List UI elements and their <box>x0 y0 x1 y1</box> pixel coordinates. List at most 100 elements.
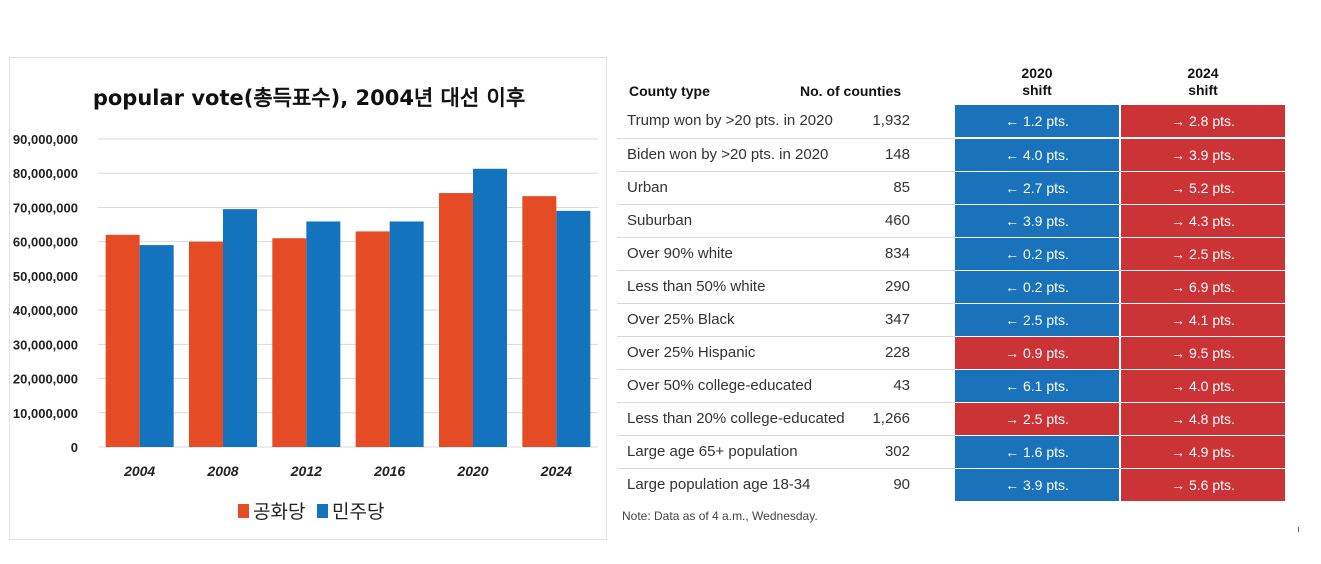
header-2024-label: shift <box>1188 82 1218 98</box>
table-row: Over 50% college-educated 43 ← 6.1 pts. → 4… <box>617 369 1285 402</box>
chart-canvas: popular vote(총득표수), 2004년 대선 이후 0 10,000,… <box>13 86 598 523</box>
header-2020-year: 2020 <box>1021 65 1053 81</box>
y-axis-ticks: 0 10,000,000 20,000,000 30,000,000 40,000,00… <box>13 132 78 455</box>
county-count-cell: 85 <box>893 179 910 196</box>
header-2020-shift: 2020 shift <box>955 65 1119 99</box>
shift-2020-cell: ← 3.9 pts. <box>955 204 1119 237</box>
bar-republican-2024 <box>522 196 557 447</box>
bar-democrat-2016 <box>389 221 424 447</box>
table-row: Biden won by >20 pts. in 2020 148 ← 4.0 pt… <box>617 138 1285 171</box>
county-type-cell: Trump won by >20 pts. in 2020 <box>627 112 833 129</box>
x-tick-label: 2016 <box>373 463 405 479</box>
county-type-cell: Less than 50% white <box>627 278 766 295</box>
shift-2020-cell: ← 0.2 pts. <box>955 237 1119 270</box>
bar-republican-2020 <box>439 193 473 447</box>
county-count-cell: 90 <box>893 476 910 493</box>
county-type-cell: Urban <box>627 179 668 196</box>
county-count-cell: 460 <box>884 212 910 229</box>
table-row: Large population age 18-34 90 ← 3.9 pts. → … <box>617 468 1285 501</box>
shift-2024-cell: → 9.5 pts. <box>1121 336 1285 369</box>
x-tick-label: 2020 <box>456 463 488 479</box>
county-shift-table: County type No. of counties 2020 shift 2… <box>617 57 1297 537</box>
x-axis-ticks: 2004 2008 2012 2016 2020 2024 <box>123 463 572 479</box>
county-type-cell: Large age 65+ population <box>627 443 798 460</box>
table-row: Less than 50% white 290 ← 0.2 pts. → 6.9 pt… <box>617 270 1285 303</box>
shift-2024-cell: → 4.8 pts. <box>1121 402 1285 435</box>
county-type-cell: Suburban <box>627 212 693 229</box>
table-row: Urban 85 ← 2.7 pts. → 5.2 pts. <box>617 171 1285 204</box>
shift-2020-cell: ← 3.9 pts. <box>955 468 1119 501</box>
county-count-cell: 302 <box>884 443 910 460</box>
shift-2024-cell: → 6.9 pts. <box>1121 270 1285 303</box>
y-tick-label: 90,000,000 <box>13 132 78 147</box>
shift-2024-cell: → 5.2 pts. <box>1121 171 1285 204</box>
bar-democrat-2012 <box>306 221 341 447</box>
table-row: Over 90% white 834 ← 0.2 pts. → 2.5 pts. <box>617 237 1285 270</box>
table-row: Suburban 460 ← 3.9 pts. → 4.3 pts. <box>617 204 1285 237</box>
shift-2024-cell: → 2.8 pts. <box>1121 104 1285 137</box>
y-tick-label: 70,000,000 <box>13 200 78 215</box>
edge-mark <box>1298 527 1299 532</box>
shift-2020-cell: ← 2.7 pts. <box>955 171 1119 204</box>
shift-2024-cell: → 2.5 pts. <box>1121 237 1285 270</box>
county-type-cell: Large population age 18-34 <box>627 476 811 493</box>
x-tick-label: 2024 <box>540 463 572 479</box>
bar-republican-2008 <box>189 241 223 447</box>
shift-2020-cell: ← 4.0 pts. <box>955 138 1119 171</box>
county-type-cell: Over 90% white <box>627 245 733 262</box>
county-count-cell: 1,266 <box>872 410 910 427</box>
county-count-cell: 834 <box>884 245 910 262</box>
county-count-cell: 43 <box>893 377 910 394</box>
header-2024-year: 2024 <box>1187 65 1219 81</box>
shift-2020-cell: → 2.5 pts. <box>955 402 1119 435</box>
bars <box>105 168 591 448</box>
shift-2020-cell: ← 6.1 pts. <box>955 369 1119 402</box>
table-row: Trump won by >20 pts. in 2020 1,932 ← 1.2 … <box>617 104 1285 138</box>
county-type-cell: Over 25% Hispanic <box>627 344 756 361</box>
bar-democrat-2004 <box>139 245 174 447</box>
county-type-cell: Over 50% college-educated <box>627 377 813 394</box>
x-tick-label: 2008 <box>206 463 238 479</box>
table-row: Over 25% Hispanic 228 → 0.9 pts. → 9.5 pts. <box>617 336 1285 369</box>
bar-democrat-2020 <box>473 168 507 448</box>
county-count-cell: 148 <box>884 146 910 163</box>
county-type-cell: Less than 20% college-educated <box>627 410 845 427</box>
table-note: Note: Data as of 4 a.m., Wednesday. <box>622 509 818 523</box>
county-count-cell: 1,932 <box>872 112 910 129</box>
legend-swatch-republican <box>238 504 249 518</box>
gridlines <box>98 138 598 448</box>
shift-2020-cell: ← 0.2 pts. <box>955 270 1119 303</box>
shift-2024-cell: → 4.1 pts. <box>1121 303 1285 336</box>
y-tick-label: 10,000,000 <box>13 406 78 421</box>
shift-2024-cell: → 4.0 pts. <box>1121 369 1285 402</box>
y-tick-label: 30,000,000 <box>13 337 78 352</box>
county-count-cell: 228 <box>884 344 910 361</box>
shift-2020-cell: ← 2.5 pts. <box>955 303 1119 336</box>
y-tick-label: 80,000,000 <box>13 166 78 181</box>
y-tick-label: 60,000,000 <box>13 235 78 250</box>
shift-2024-cell: → 5.6 pts. <box>1121 468 1285 501</box>
county-count-cell: 347 <box>884 311 910 328</box>
x-tick-label: 2004 <box>123 463 155 479</box>
x-tick-label: 2012 <box>290 463 322 479</box>
header-county-type: County type <box>629 83 710 99</box>
legend-label-democrat: 민주당 <box>332 501 384 523</box>
y-tick-label: 50,000,000 <box>13 269 78 284</box>
shift-2024-cell: → 4.9 pts. <box>1121 435 1285 468</box>
header-2024-shift: 2024 shift <box>1121 65 1285 99</box>
y-tick-label: 0 <box>71 440 78 455</box>
bar-democrat-2008 <box>223 209 257 447</box>
bar-democrat-2024 <box>556 210 591 447</box>
y-tick-label: 20,000,000 <box>13 372 78 387</box>
bar-republican-2016 <box>355 231 390 447</box>
shift-2020-cell: ← 1.6 pts. <box>955 435 1119 468</box>
shift-2020-cell: → 0.9 pts. <box>955 336 1119 369</box>
y-tick-label: 40,000,000 <box>13 303 78 318</box>
header-num-counties: No. of counties <box>800 83 902 99</box>
county-type-cell: Over 25% Black <box>627 311 735 328</box>
shift-2024-cell: → 3.9 pts. <box>1121 138 1285 171</box>
bar-republican-2012 <box>272 238 307 447</box>
table-row: Large age 65+ population 302 ← 1.6 pts. → 4… <box>617 435 1285 468</box>
header-2020-label: shift <box>1022 82 1052 98</box>
bar-republican-2004 <box>105 234 140 447</box>
